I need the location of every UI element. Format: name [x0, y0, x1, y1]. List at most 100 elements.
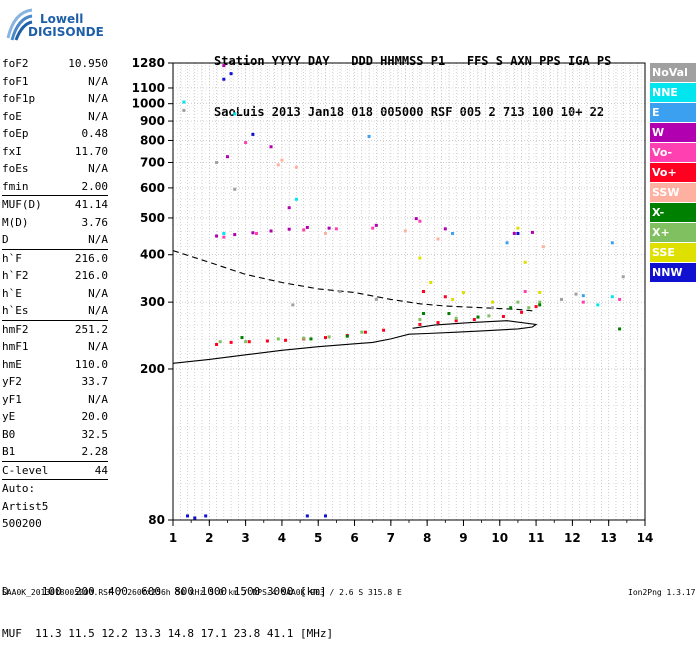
echo-point [323, 336, 327, 340]
echo-point [610, 241, 614, 245]
echo-point [222, 235, 226, 239]
echo-point [418, 322, 422, 326]
echo-point [530, 230, 534, 234]
legend-item: X- [650, 203, 696, 222]
echo-point [418, 256, 422, 260]
x-tick-label: 2 [205, 531, 213, 545]
param-value: 0.48 [81, 127, 109, 140]
echo-point [451, 297, 455, 301]
y-tick-label: 80 [148, 513, 165, 527]
echo-point [443, 295, 447, 299]
param-row: hmE 110.0 [2, 356, 108, 374]
param-label: MUF(D) [2, 198, 42, 211]
x-tick-label: 1 [169, 531, 177, 545]
echo-point [374, 297, 378, 301]
param-label: yE [2, 410, 16, 423]
param-row: B1 2.28 [2, 443, 108, 462]
echo-point [512, 231, 516, 235]
param-label: Artist5 [2, 499, 49, 513]
dashed-trace [172, 250, 537, 312]
echo-point [276, 163, 280, 167]
param-label: h`Es [2, 304, 29, 317]
param-value: 32.5 [81, 427, 109, 441]
echo-point [305, 225, 309, 229]
param-row: h`Es N/A [2, 302, 108, 321]
echo-point [371, 226, 375, 230]
param-label: yF1 [2, 392, 22, 406]
echo-point [534, 305, 538, 309]
legend-item: Vo- [650, 143, 696, 162]
legend-item: X+ [650, 223, 696, 242]
echo-point [305, 514, 309, 518]
echo-point [334, 227, 338, 231]
muf-row: MUF 11.3 11.5 12.2 13.3 14.8 17.1 23.8 4… [2, 627, 334, 640]
param-row: MUF(D) 41.14 [2, 196, 108, 214]
legend-item: E [650, 103, 696, 122]
x-tick-label: 9 [459, 531, 467, 545]
echo-point [240, 336, 244, 340]
param-value: 251.2 [74, 322, 108, 336]
echo-point [280, 158, 284, 162]
param-value: N/A [88, 304, 108, 317]
param-label: h`F [2, 251, 22, 265]
param-label: B1 [2, 445, 16, 458]
echo-point [414, 217, 418, 221]
echo-point [215, 343, 219, 347]
y-tick-label: 1000 [132, 97, 165, 111]
param-value: N/A [88, 109, 108, 123]
echo-point [422, 312, 426, 316]
y-tick-label: 400 [140, 248, 165, 262]
param-label: foEs [2, 162, 29, 175]
y-tick-label: 200 [140, 362, 165, 376]
param-row: foF2 10.950 [2, 55, 108, 73]
x-tick-label: 13 [600, 531, 617, 545]
echo-point [422, 290, 426, 293]
param-row: h`F2 216.0 [2, 267, 108, 285]
echo-point [520, 310, 524, 314]
echo-point [287, 227, 291, 231]
version-label: Ion2Png 1.3.17 [628, 588, 696, 597]
echo-point [403, 229, 407, 233]
echo-point [244, 141, 248, 145]
param-row: foF1p N/A [2, 90, 108, 108]
y-tick-label: 500 [140, 211, 165, 225]
muf-table: D 100 200 400 600 800 1000 1500 3000 [km… [2, 557, 333, 655]
echo-point [284, 338, 288, 342]
echo-point [215, 160, 219, 164]
station-header: Station YYYY DAY DDD HHMMSS P1 FFS S AXN… [214, 19, 611, 138]
param-row: h`F 216.0 [2, 250, 108, 268]
param-label: h`F2 [2, 269, 29, 282]
echo-point [618, 297, 622, 301]
param-label: foF2 [2, 57, 29, 70]
echo-point [451, 231, 455, 235]
param-row: fmin 2.00 [2, 178, 109, 196]
param-row: Auto: [2, 480, 108, 498]
legend-item: NoVal [650, 63, 696, 82]
y-tick-label: 700 [140, 155, 165, 169]
echo-point [523, 260, 527, 264]
param-value: N/A [88, 74, 108, 88]
param-value: 216.0 [74, 251, 108, 265]
echo-point [218, 340, 222, 344]
legend-item: SSW [650, 183, 696, 202]
echo-point [538, 303, 542, 307]
echo-point [574, 292, 578, 296]
echo-point [429, 280, 433, 284]
param-value: 2.00 [81, 179, 109, 193]
echo-point [229, 340, 233, 344]
echo-point [363, 330, 367, 334]
param-label: 500200 [2, 517, 42, 530]
echo-point [265, 339, 269, 343]
param-label: foF1p [2, 92, 36, 105]
x-tick-label: 11 [528, 531, 545, 545]
param-row: foEs N/A [2, 160, 108, 178]
echo-point [222, 64, 226, 68]
echo-point [523, 290, 527, 293]
param-row: yE 20.0 [2, 408, 108, 426]
echo-point [287, 206, 291, 210]
echo-point [454, 316, 458, 320]
param-value: N/A [88, 233, 108, 246]
param-row: foEp 0.48 [2, 125, 108, 143]
echo-point [476, 315, 480, 319]
echo-point [186, 514, 190, 518]
